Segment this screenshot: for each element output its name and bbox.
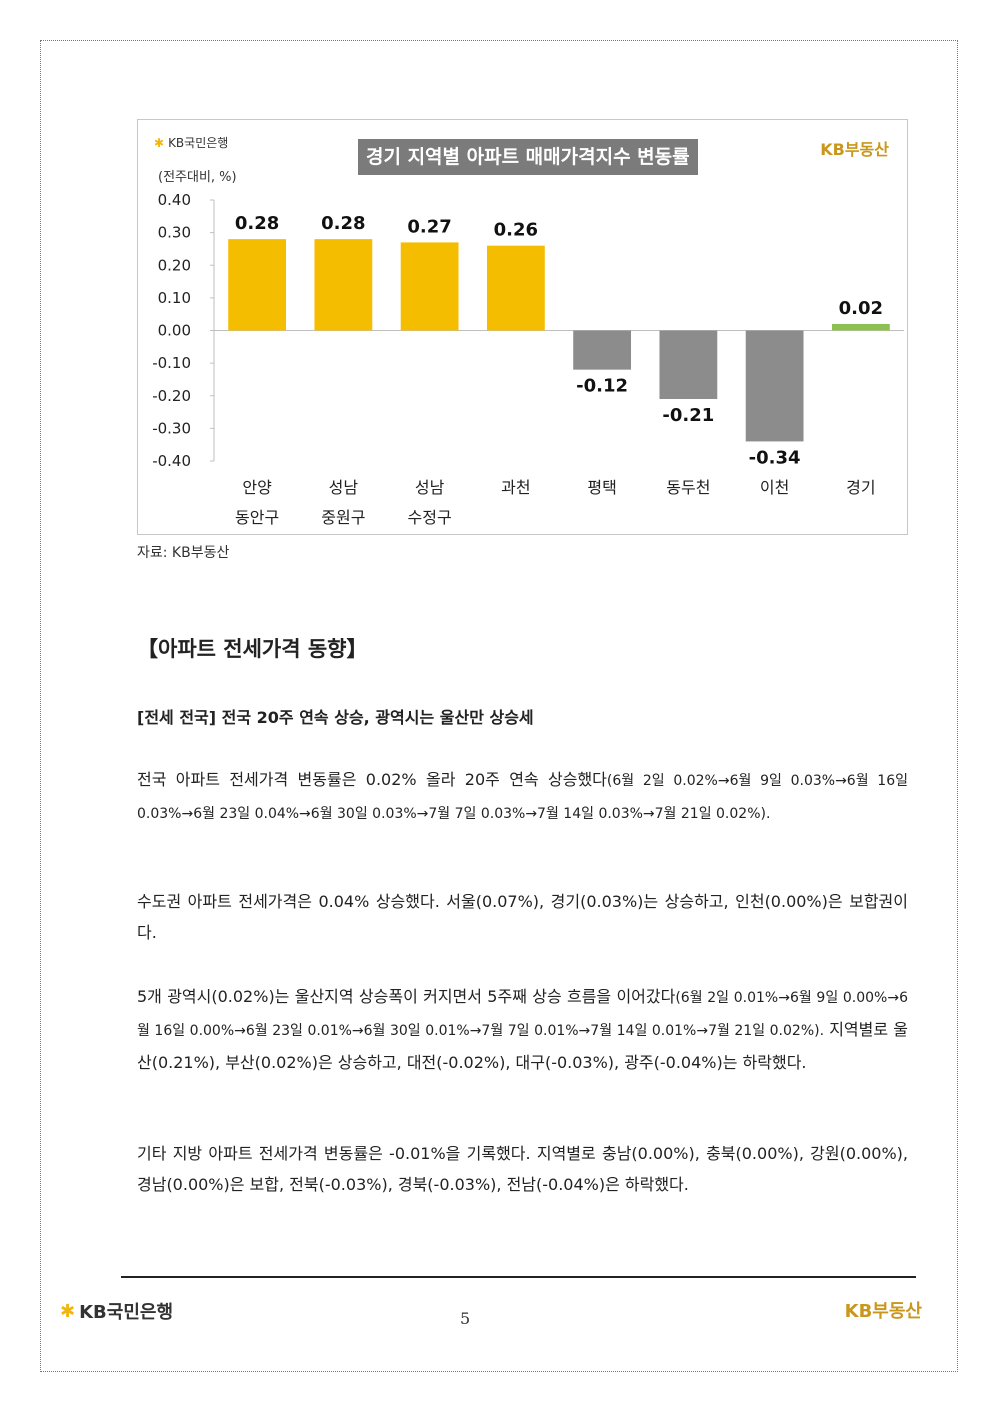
x-tick-label: 수정구 xyxy=(408,508,452,527)
bar-value-label: 0.26 xyxy=(494,220,538,241)
y-tick-label: 0.10 xyxy=(158,289,191,307)
kb-bank-logo: ✱ KB국민은행 xyxy=(154,134,228,151)
x-tick-label: 이천 xyxy=(760,478,789,497)
footer-kb-bank-logo: ✱ KB국민은행 xyxy=(60,1298,173,1324)
chart-title: 경기 지역별 아파트 매매가격지수 변동률 xyxy=(358,139,698,175)
x-tick-label: 중원구 xyxy=(321,508,365,527)
bar xyxy=(831,323,890,331)
bar-value-label: 0.28 xyxy=(235,213,279,234)
paragraph-text: 5개 광역시(0.02%)는 울산지역 상승폭이 커지면서 5주째 상승 흐름을… xyxy=(137,987,676,1006)
bar xyxy=(659,330,718,400)
bar xyxy=(314,239,373,331)
section-title: 【아파트 전세가격 동향】 xyxy=(137,637,368,661)
kb-star-icon: ✱ xyxy=(60,1300,76,1322)
bar-value-label: -0.34 xyxy=(749,447,801,468)
y-tick-label: -0.10 xyxy=(152,354,191,372)
bar xyxy=(400,242,459,331)
y-tick-label: 0.40 xyxy=(158,191,191,209)
paragraph-national: 전국 아파트 전세가격 변동률은 0.02% 올라 20주 연속 상승했다(6월… xyxy=(137,764,908,830)
y-tick-label: -0.20 xyxy=(152,387,191,405)
y-tick-label: 0.00 xyxy=(158,322,191,340)
x-tick-label: 동두천 xyxy=(666,478,710,497)
chart-unit-label: (전주대비, %) xyxy=(158,170,237,185)
paragraph-capital-area: 수도권 아파트 전세가격은 0.04% 상승했다. 서울(0.07%), 경기(… xyxy=(137,886,908,948)
chart-panel: ✱ KB국민은행 경기 지역별 아파트 매매가격지수 변동률 KB부동산 (전주… xyxy=(137,119,908,535)
kb-realestate-logo: KB부동산 xyxy=(820,140,889,159)
x-tick-label: 안양 xyxy=(242,478,272,497)
paragraph-text: 기타 지방 아파트 전세가격 변동률은 -0.01%을 기록했다. 지역별로 충… xyxy=(137,1144,908,1194)
paragraph-other-regions: 기타 지방 아파트 전세가격 변동률은 -0.01%을 기록했다. 지역별로 충… xyxy=(137,1138,908,1200)
footer-kb-realestate-logo: KB부동산 xyxy=(844,1301,922,1322)
x-tick-label: 성남 xyxy=(415,478,445,497)
bar xyxy=(573,330,632,370)
bar-value-label: 0.02 xyxy=(839,298,883,319)
footer-divider xyxy=(121,1276,916,1278)
bar-value-label: 0.27 xyxy=(407,216,451,237)
page-number: 5 xyxy=(460,1309,471,1328)
paragraph-detail: (6월 2일 0.02%→6월 9일 0.03%→6월 16일 0.03%→6월… xyxy=(137,773,908,822)
chart-source: 자료: KB부동산 xyxy=(137,545,230,561)
paragraph-metro-cities: 5개 광역시(0.02%)는 울산지역 상승폭이 커지면서 5주째 상승 흐름을… xyxy=(137,981,908,1078)
bar-value-label: 0.28 xyxy=(321,213,365,234)
bar xyxy=(228,239,287,331)
y-tick-label: -0.30 xyxy=(152,419,191,437)
kb-star-icon: ✱ xyxy=(154,135,165,150)
y-tick-label: -0.40 xyxy=(152,452,191,470)
bar xyxy=(745,330,804,442)
paragraph-detail: (6월 2일 0.01%→6월 9일 0.00%→6월 16일 0.00%→6월… xyxy=(137,990,908,1039)
paragraph-text: 전국 아파트 전세가격 변동률은 0.02% 올라 20주 연속 상승했다 xyxy=(137,770,607,789)
y-tick-label: 0.30 xyxy=(158,224,191,242)
x-tick-label: 경기 xyxy=(846,478,875,497)
footer-kb-bank-text: KB국민은행 xyxy=(79,1302,174,1323)
x-tick-label: 동안구 xyxy=(235,508,279,527)
subheading: [전세 전국] 전국 20주 연속 상승, 광역시는 울산만 상승세 xyxy=(137,708,534,727)
x-tick-label: 과천 xyxy=(501,478,530,497)
kb-bank-logo-text: KB국민은행 xyxy=(168,136,229,150)
bar-value-label: -0.12 xyxy=(576,376,628,397)
paragraph-text: 수도권 아파트 전세가격은 0.04% 상승했다. 서울(0.07%), 경기(… xyxy=(137,892,908,942)
bar-value-label: -0.21 xyxy=(662,405,714,426)
y-tick-label: 0.20 xyxy=(158,256,191,274)
x-tick-label: 평택 xyxy=(587,478,616,497)
page-frame xyxy=(40,40,958,1372)
bar xyxy=(486,245,545,331)
bar-chart: 0.40 0.30 0.20 0.10 0.00 -0.10 -0.20 -0.30 -0.40… xyxy=(152,191,904,527)
x-tick-label: 성남 xyxy=(329,478,359,497)
paragraph-text-rest: 지역별로 울산(0.21%), 부산(0.02%)은 상승하고, 대전(-0.0… xyxy=(137,1020,908,1072)
